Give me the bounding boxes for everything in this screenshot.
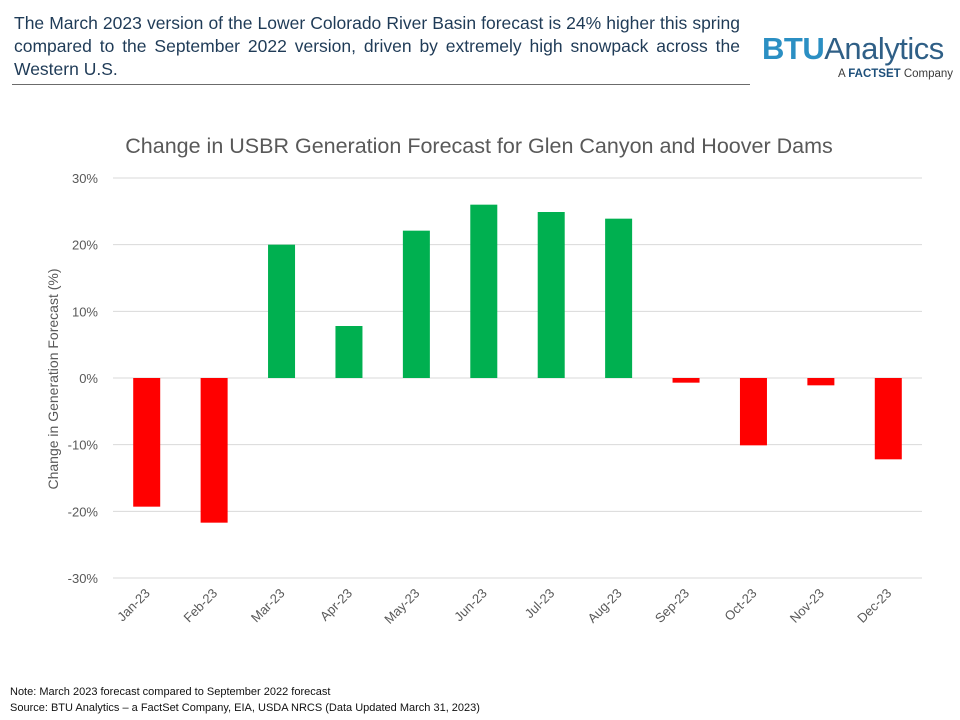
- y-tick-labels: -30% -20% -10% 0% 10% 20% 30%: [68, 171, 99, 586]
- x-tick-label: Sep-23: [652, 586, 692, 626]
- logo-tagline-company: FACTSET: [848, 68, 901, 80]
- y-tick-label: -10%: [68, 438, 99, 453]
- footnote-note: Note: March 2023 forecast compared to Se…: [10, 686, 331, 698]
- x-tick-label: May-23: [381, 586, 422, 627]
- bar-apr-23: [335, 326, 363, 378]
- generation-forecast-chart: Change in USBR Generation Forecast for G…: [45, 134, 922, 627]
- logo-product: Analytics: [824, 31, 944, 66]
- y-axis-label: Change in Generation Forecast (%): [45, 269, 61, 490]
- x-tick-label: Dec-23: [854, 586, 894, 626]
- x-tick-label: Feb-23: [181, 586, 221, 626]
- headline: The March 2023 version of the Lower Colo…: [14, 13, 740, 79]
- btu-analytics-logo: BTUAnalytics A FACTSET Company: [762, 32, 953, 81]
- x-tick-labels: Jan-23 Feb-23 Mar-23 Apr-23 May-23 Jun-23 Jul-…: [114, 586, 894, 627]
- bar-jan-23: [133, 378, 161, 507]
- bar-mar-23: [268, 244, 296, 378]
- footnote-source: Source: BTU Analytics – a FactSet Compan…: [10, 702, 480, 714]
- x-tick-label: Apr-23: [317, 586, 355, 624]
- logo-tagline-suffix: Company: [903, 68, 954, 80]
- bar-oct-23: [739, 378, 767, 446]
- bar-dec-23: [874, 378, 902, 460]
- bar-nov-23: [807, 378, 835, 386]
- gridlines: [113, 177, 922, 579]
- y-tick-label: -30%: [68, 571, 99, 586]
- bar-jun-23: [470, 204, 498, 378]
- y-tick-label: 10%: [72, 304, 98, 319]
- x-tick-label: Jul-23: [522, 586, 558, 622]
- logo-brand: BTU: [762, 31, 825, 66]
- chart-title: Change in USBR Generation Forecast for G…: [125, 134, 832, 158]
- x-tick-label: Aug-23: [584, 586, 624, 626]
- y-tick-label: -20%: [68, 504, 99, 519]
- bar-jul-23: [537, 212, 565, 378]
- bar-may-23: [402, 230, 430, 378]
- x-tick-label: Oct-23: [721, 586, 759, 624]
- x-tick-label: Jun-23: [451, 586, 490, 625]
- bars: [133, 204, 902, 523]
- y-tick-label: 0%: [79, 371, 98, 386]
- bar-sep-23: [672, 378, 700, 383]
- x-tick-label: Mar-23: [248, 586, 288, 626]
- logo-tagline-prefix: A: [838, 68, 846, 80]
- footnotes: Note: March 2023 forecast compared to Se…: [10, 684, 480, 716]
- bar-aug-23: [605, 218, 633, 378]
- x-tick-label: Jan-23: [114, 586, 153, 625]
- y-tick-label: 30%: [72, 171, 98, 186]
- headline-divider: [12, 84, 750, 85]
- y-tick-label: 20%: [72, 238, 98, 253]
- logo-tagline: A FACTSET Company: [838, 68, 953, 80]
- logo-wordmark: BTUAnalytics: [762, 32, 952, 66]
- bar-feb-23: [200, 378, 228, 523]
- x-tick-label: Nov-23: [787, 586, 827, 626]
